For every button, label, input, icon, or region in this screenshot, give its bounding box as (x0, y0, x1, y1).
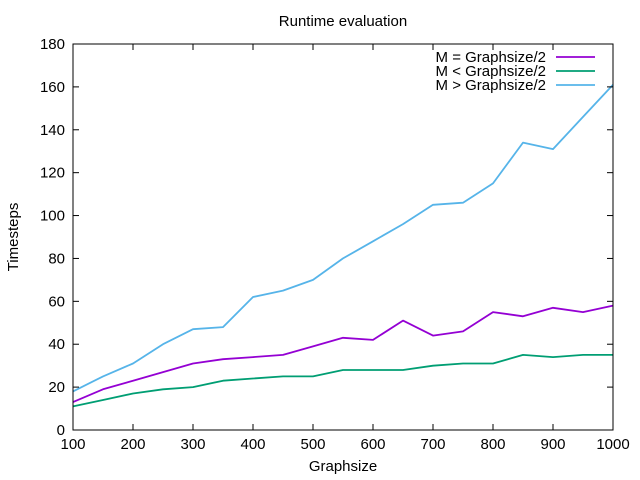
legend-label-0: M = Graphsize/2 (436, 49, 546, 66)
series-layer (72, 84, 614, 408)
y-tick-label: 160 (40, 79, 65, 96)
y-axis-label: Timesteps (5, 203, 22, 272)
series-line-1 (72, 353, 613, 408)
y-axis: 0 20 40 60 80 100 120 140 160 180 (40, 36, 613, 439)
x-tick-label: 800 (480, 436, 505, 453)
legend: M = Graphsize/2M < Graphsize/2M > Graphs… (436, 49, 595, 94)
legend-label-1: M < Graphsize/2 (436, 63, 546, 80)
x-tick-label: 500 (300, 436, 325, 453)
x-axis: 100 200 300 400 500 600 700 800 900 1000 (60, 44, 630, 453)
x-tick-label: 900 (540, 436, 565, 453)
x-tick-label: 400 (240, 436, 265, 453)
y-tick-label: 0 (57, 422, 65, 439)
y-tick-label: 80 (48, 250, 65, 267)
y-tick-label: 40 (48, 336, 65, 353)
chart-title: Runtime evaluation (279, 13, 407, 30)
x-tick-label: 700 (420, 436, 445, 453)
legend-label-2: M > Graphsize/2 (436, 77, 546, 94)
x-tick-label: 600 (360, 436, 385, 453)
y-tick-label: 140 (40, 122, 65, 139)
y-tick-label: 20 (48, 379, 65, 396)
series-line-0 (72, 304, 614, 403)
y-tick-label: 180 (40, 36, 65, 53)
y-tick-label: 120 (40, 165, 65, 182)
x-tick-label: 100 (60, 436, 85, 453)
x-tick-label: 200 (120, 436, 145, 453)
series-line-2 (72, 84, 614, 393)
x-axis-label: Graphsize (309, 458, 377, 475)
y-tick-label: 60 (48, 293, 65, 310)
plot-frame (72, 43, 614, 431)
x-tick-label: 1000 (596, 436, 629, 453)
y-tick-label: 100 (40, 208, 65, 225)
x-tick-label: 300 (180, 436, 205, 453)
